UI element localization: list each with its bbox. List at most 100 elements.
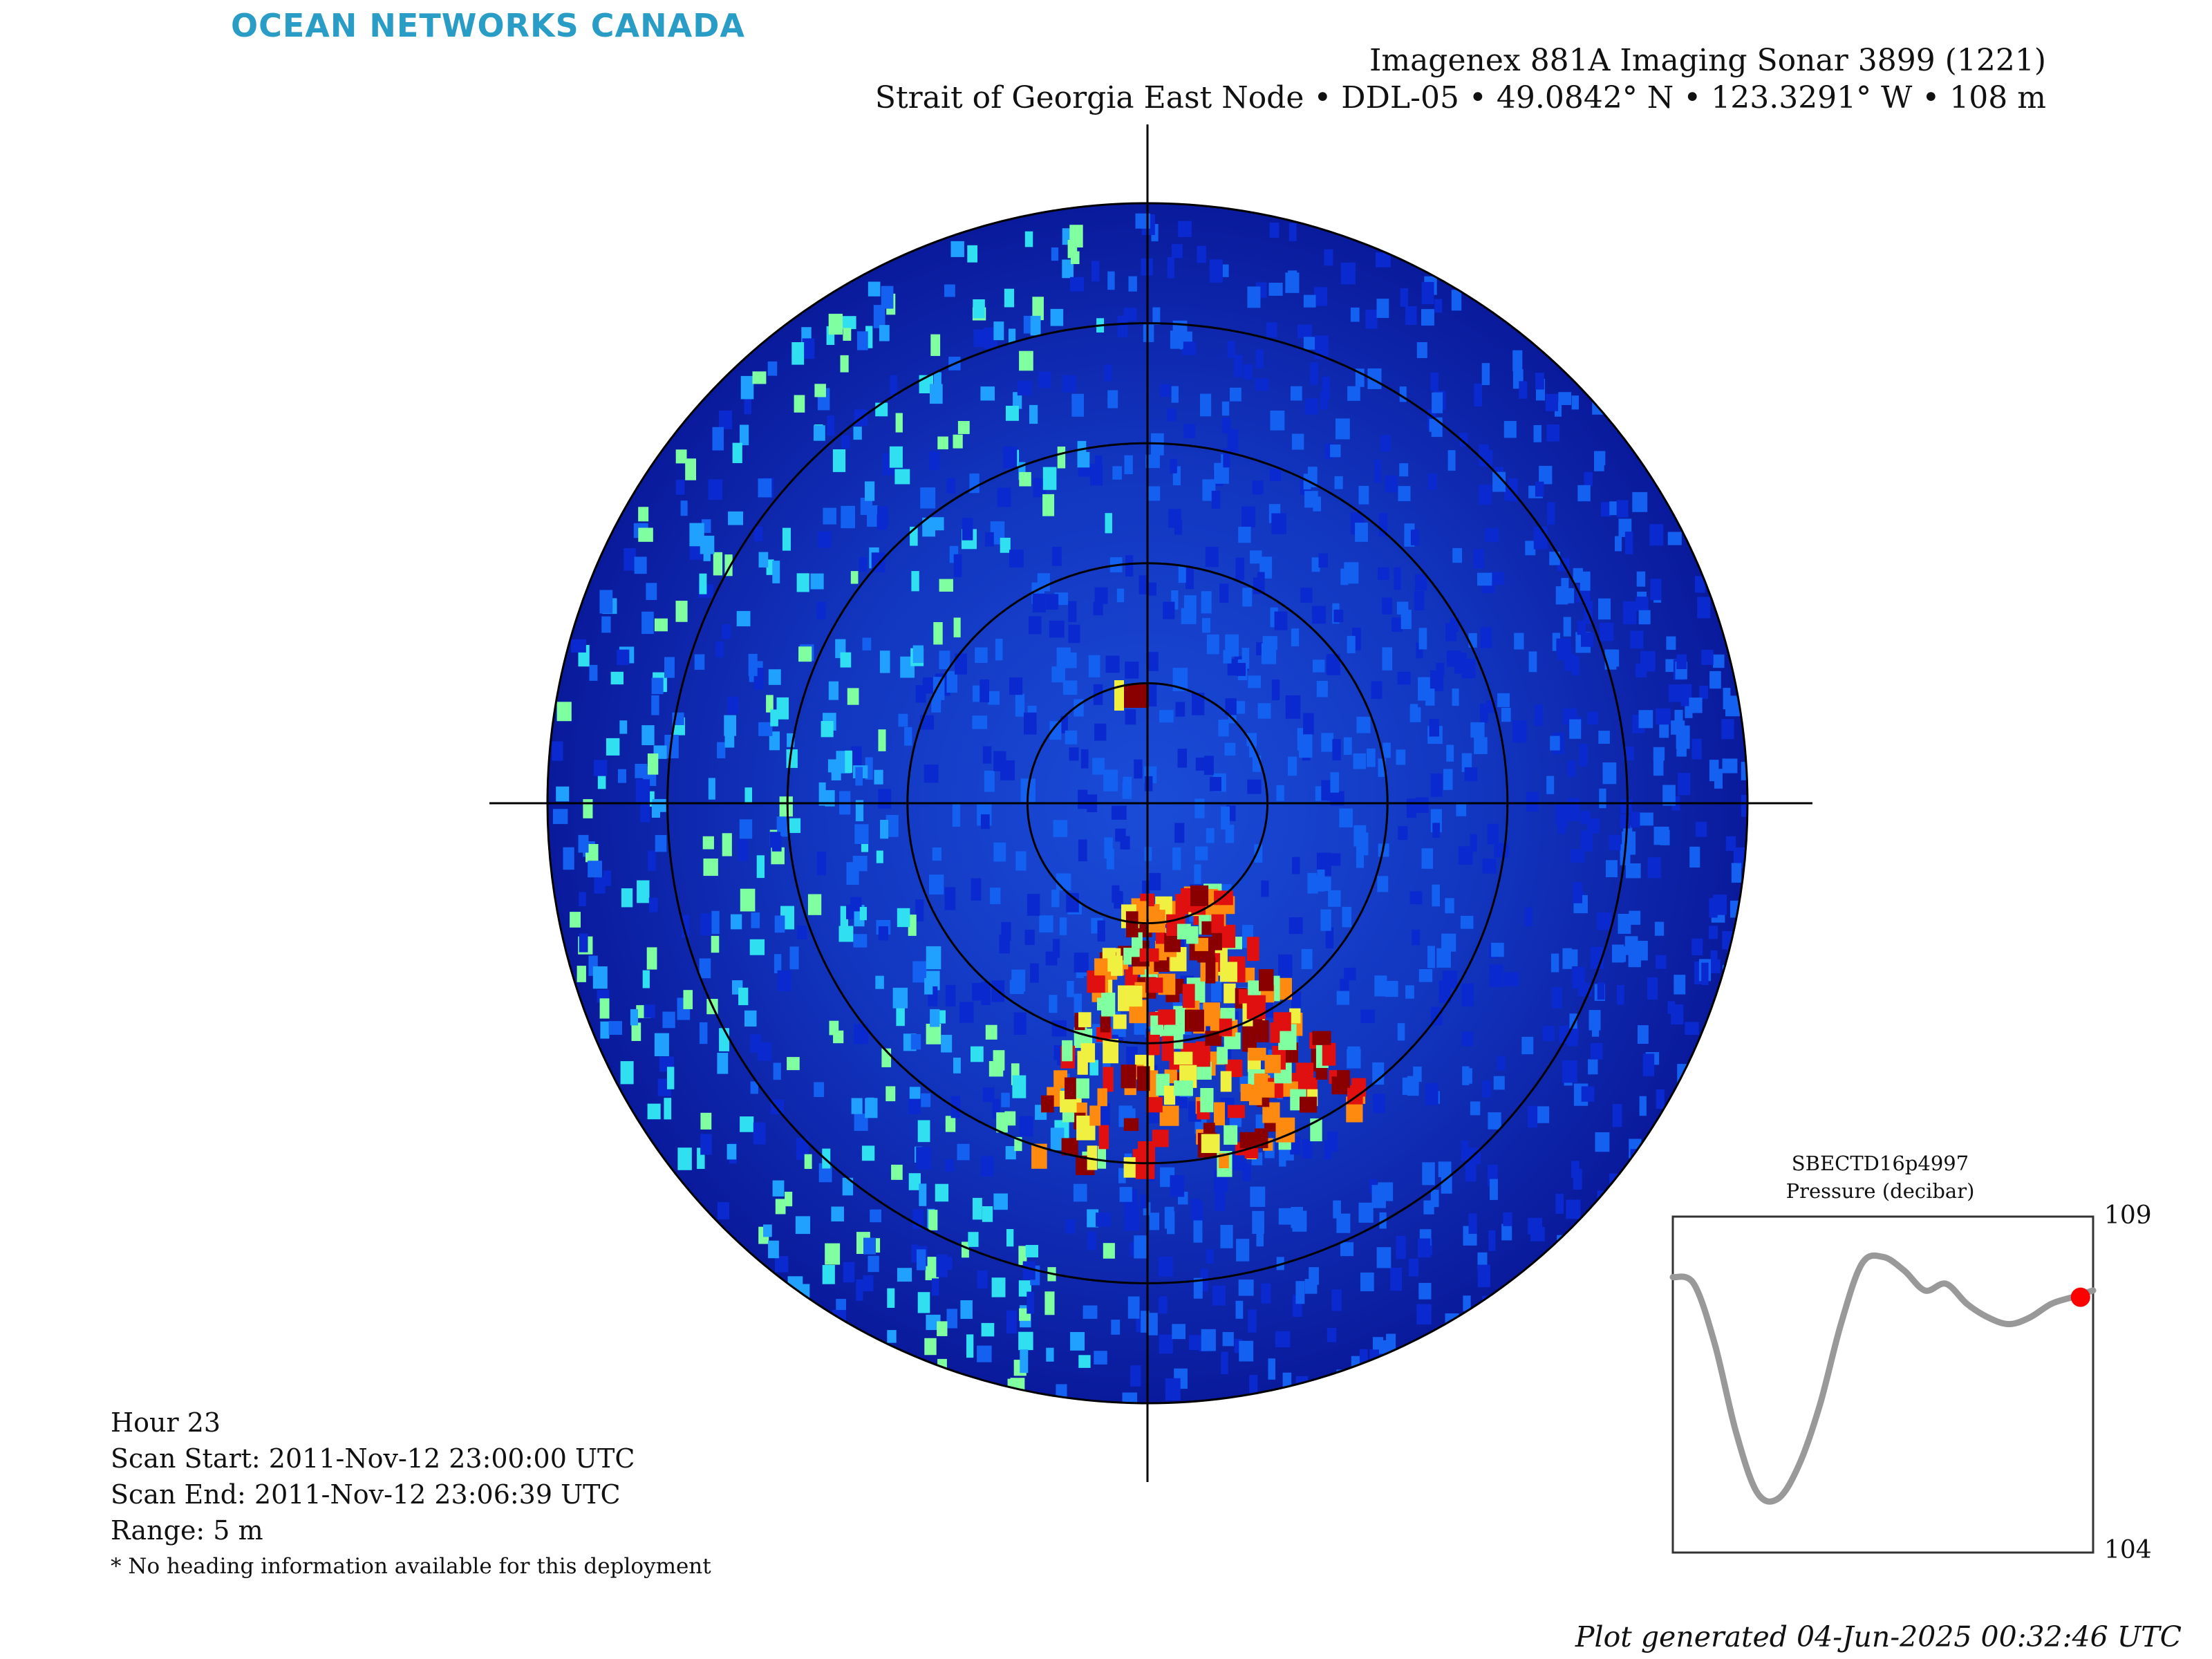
sonar-strong-cell <box>1247 937 1259 962</box>
sonar-cell <box>1343 737 1352 755</box>
sonar-cell <box>1430 774 1443 797</box>
sonar-cell <box>1378 513 1388 537</box>
sonar-cell <box>1391 617 1403 632</box>
sonar-cell <box>1481 363 1490 386</box>
sonar-cell <box>1068 601 1077 622</box>
sonar-cell <box>703 859 718 877</box>
sonar-cell <box>1195 846 1208 861</box>
sonar-cell <box>1275 1331 1291 1348</box>
sonar-cell <box>944 1257 953 1270</box>
sonar-cell <box>1053 939 1060 958</box>
sonar-cell <box>1095 456 1103 478</box>
sonar-cell <box>1482 1080 1491 1098</box>
sonar-cell <box>985 1024 997 1040</box>
sonar-cell <box>1373 1094 1385 1114</box>
sonar-cell <box>724 729 735 748</box>
sonar-strong-cell <box>1174 1051 1193 1065</box>
sonar-cell <box>1152 307 1161 325</box>
sonar-cell <box>937 1321 948 1336</box>
sonar-cell <box>924 1338 937 1356</box>
sonar-cell <box>610 671 624 685</box>
sonar-strong-cell <box>1094 958 1108 976</box>
sonar-cell <box>1406 798 1417 818</box>
sonar-cell <box>1504 483 1518 501</box>
sonar-cell <box>1241 506 1256 528</box>
sonar-cell <box>1078 789 1088 809</box>
sonar-cell <box>993 321 1004 341</box>
sonar-cell <box>1249 1375 1258 1398</box>
sonar-cell <box>922 677 933 694</box>
sonar-strong-cell <box>1087 1145 1098 1170</box>
sonar-cell <box>1313 659 1325 673</box>
sonar-cell <box>995 638 1003 661</box>
sonar-cell <box>1616 500 1629 518</box>
sonar-cell <box>1257 572 1265 593</box>
sonar-cell <box>1429 418 1442 432</box>
sonar-cell <box>1167 1211 1175 1235</box>
sonar-cell <box>962 518 973 541</box>
sonar-strong-cell <box>1103 1038 1118 1064</box>
sonar-cell <box>685 458 696 480</box>
sonar-cell <box>1438 1161 1452 1177</box>
sonar-cell <box>1470 1101 1481 1116</box>
sonar-cell <box>1547 502 1555 525</box>
sonar-cell <box>711 910 720 935</box>
sonar-cell <box>841 316 856 330</box>
sonar-strong-cell <box>1211 914 1224 933</box>
sonar-cell <box>739 819 753 839</box>
sonar-cell <box>1105 655 1120 673</box>
sonar-cell <box>1017 380 1032 396</box>
sonar-cell <box>1674 709 1683 727</box>
sonar-strong-cell <box>1124 986 1143 1007</box>
sonar-cell <box>916 1147 931 1170</box>
sonar-strong-cell <box>1065 1077 1076 1100</box>
sonar-cell <box>1089 1060 1099 1076</box>
sonar-cell <box>1689 697 1703 713</box>
sonar-cell <box>952 803 961 827</box>
sonar-strong-cell <box>1217 1047 1228 1065</box>
sonar-cell <box>1713 894 1727 915</box>
sonar-cell <box>904 727 912 746</box>
sonar-cell <box>1234 355 1243 377</box>
sonar-cell <box>651 695 659 715</box>
sonar-cell <box>967 245 978 263</box>
sonar-cell <box>1065 730 1078 744</box>
sonar-cell <box>1356 847 1365 868</box>
sonar-cell <box>1581 1086 1595 1102</box>
sonar-cell <box>715 641 724 657</box>
sonar-cell <box>592 966 608 989</box>
sonar-cell <box>1116 588 1125 603</box>
sonar-cell <box>1092 758 1105 775</box>
sonar-cell <box>1107 390 1118 409</box>
sonar-cell <box>740 1116 754 1132</box>
sonar-cell <box>1206 1249 1215 1264</box>
sonar-cell <box>1223 448 1230 468</box>
sonar-cell <box>877 506 888 527</box>
sonar-cell <box>1322 376 1331 400</box>
sonar-cell <box>1441 1174 1452 1194</box>
sonar-cell <box>1042 494 1055 516</box>
sonar-cell <box>1606 860 1618 878</box>
sonar-cell <box>955 653 967 675</box>
sonar-cell <box>556 702 572 722</box>
sonar-cell <box>1470 722 1485 738</box>
sonar-cell <box>1299 734 1313 758</box>
sonar-strong-cell <box>1185 1009 1204 1032</box>
sonar-cell <box>606 738 620 756</box>
sonar-cell <box>802 338 815 359</box>
sonar-cell <box>638 507 649 522</box>
sonar-cell <box>758 722 773 736</box>
sonar-cell <box>1122 782 1132 798</box>
sonar-cell <box>1725 836 1736 851</box>
sonar-cell <box>1458 846 1473 865</box>
sonar-cell <box>1122 1392 1138 1403</box>
sonar-cell <box>1638 710 1653 729</box>
sonar-cell <box>776 816 788 837</box>
sonar-cell <box>1142 880 1150 898</box>
sonar-cell <box>827 759 843 773</box>
sonar-cell <box>1599 623 1614 641</box>
sonar-cell <box>1304 1279 1318 1294</box>
sonar-cell <box>719 411 733 429</box>
sonar-cell <box>865 1098 878 1118</box>
